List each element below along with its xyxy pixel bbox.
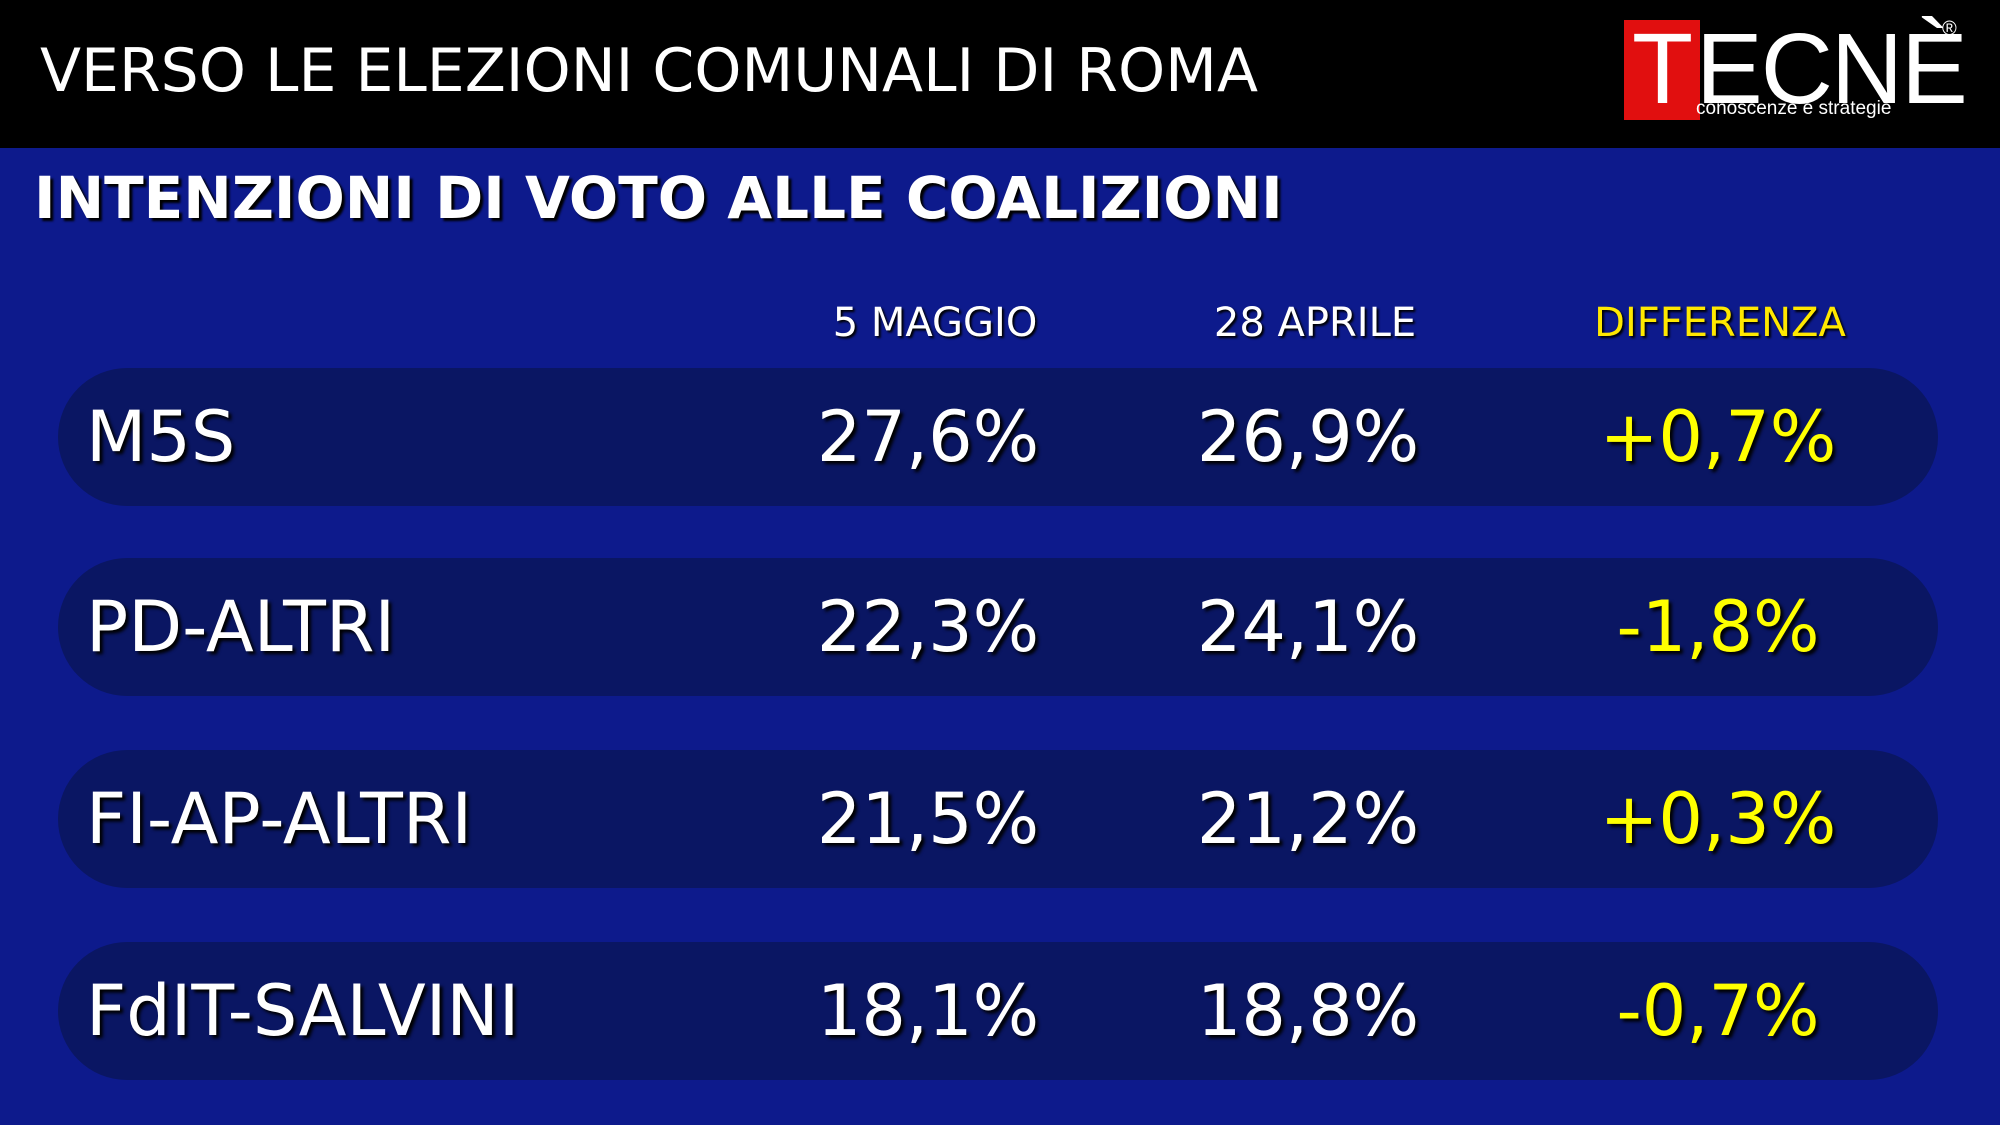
coalition-name: PD-ALTRI [86, 586, 396, 668]
value-apr: 26,9% [1196, 396, 1420, 478]
value-apr: 21,2% [1196, 778, 1420, 860]
value-may: 18,1% [816, 970, 1040, 1052]
value-apr: 18,8% [1196, 970, 1420, 1052]
page-title: VERSO LE ELEZIONI COMUNALI DI ROMA [40, 36, 1258, 106]
table-row: FdIT-SALVINI 18,1% 18,8% -0,7% [58, 942, 1938, 1080]
value-diff: +0,3% [1599, 778, 1837, 860]
value-may: 21,5% [816, 778, 1040, 860]
logo-wordmark: ECNÈ [1696, 13, 1968, 125]
value-may: 22,3% [816, 586, 1040, 668]
coalition-name: FdIT-SALVINI [86, 970, 520, 1052]
value-diff: -0,7% [1616, 970, 1820, 1052]
logo-letter-t: T [1632, 13, 1694, 125]
top-bar: VERSO LE ELEZIONI COMUNALI DI ROMA T ECN… [0, 0, 2000, 148]
table-row: PD-ALTRI 22,3% 24,1% -1,8% [58, 558, 1938, 696]
value-diff: -1,8% [1616, 586, 1820, 668]
section-subtitle: INTENZIONI DI VOTO ALLE COALIZIONI [34, 164, 1283, 232]
column-header-apr: 28 APRILE [1213, 300, 1417, 346]
tecne-logo: T ECNÈ ® conoscenze e strategie [1624, 14, 1968, 124]
logo-tagline: conoscenze e strategie [1696, 98, 1892, 119]
value-may: 27,6% [816, 396, 1040, 478]
registered-mark: ® [1942, 18, 1957, 40]
logo-red-box [1624, 20, 1700, 120]
value-diff: +0,7% [1599, 396, 1837, 478]
table-row: M5S 27,6% 26,9% +0,7% [58, 368, 1938, 506]
coalition-name: FI-AP-ALTRI [86, 778, 473, 860]
coalition-name: M5S [86, 396, 236, 478]
column-header-may: 5 MAGGIO [832, 300, 1038, 346]
table-row: FI-AP-ALTRI 21,5% 21,2% +0,3% [58, 750, 1938, 888]
value-apr: 24,1% [1196, 586, 1420, 668]
column-header-diff: DIFFERENZA [1594, 300, 1846, 346]
